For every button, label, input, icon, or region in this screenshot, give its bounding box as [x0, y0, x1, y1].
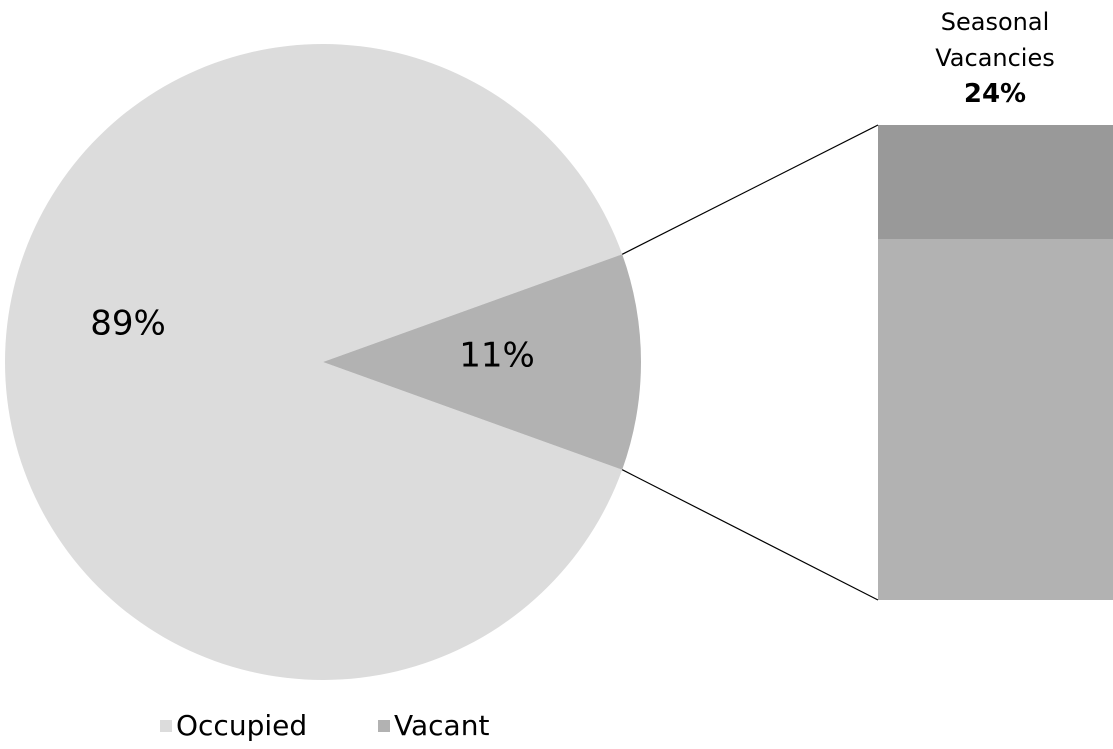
breakdown-bar: [878, 125, 1113, 239]
connector: [621, 124, 879, 255]
breakdown-value-label: 24%: [963, 79, 1027, 109]
pie-value-label: 89%: [90, 304, 166, 344]
connector: [621, 469, 879, 601]
pie-value-label: 11%: [459, 336, 535, 376]
legend-swatch: [378, 720, 390, 732]
pie-slice: [323, 254, 641, 470]
legend-label: Vacant: [394, 709, 489, 742]
breakdown-bar: [878, 239, 1113, 600]
legend-swatch: [160, 720, 172, 732]
breakdown-category: Seasonal Vacancies: [935, 8, 1055, 72]
legend-label: Occupied: [176, 709, 307, 742]
breakdown-label: Seasonal Vacancies 24%: [925, 4, 1065, 112]
pie-slice: [4, 43, 623, 680]
